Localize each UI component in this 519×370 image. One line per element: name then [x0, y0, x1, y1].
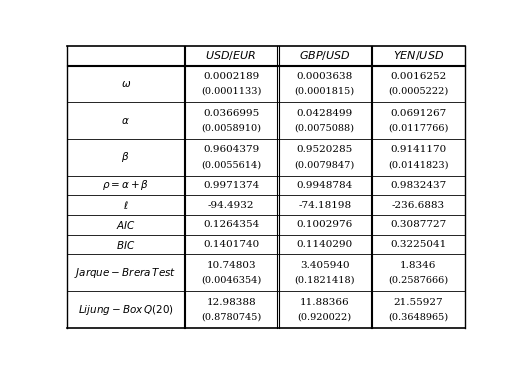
Text: 0.0003638: 0.0003638: [296, 72, 353, 81]
Text: (0.2587666): (0.2587666): [388, 276, 448, 285]
Text: $\beta$: $\beta$: [121, 150, 130, 164]
Text: $\alpha$: $\alpha$: [121, 115, 130, 125]
Text: 0.1002976: 0.1002976: [296, 221, 353, 229]
Text: $\omega$: $\omega$: [120, 79, 131, 89]
Text: $\ell$: $\ell$: [122, 199, 129, 211]
Text: 0.0428499: 0.0428499: [296, 109, 353, 118]
Text: 12.98388: 12.98388: [207, 298, 256, 307]
Text: 0.1140290: 0.1140290: [296, 240, 353, 249]
Text: $Jarque-Brera\,Test$: $Jarque-Brera\,Test$: [75, 266, 177, 280]
Text: 0.0366995: 0.0366995: [203, 109, 260, 118]
Text: 0.9604379: 0.9604379: [203, 145, 260, 154]
Text: (0.0001133): (0.0001133): [201, 87, 262, 96]
Text: 0.1264354: 0.1264354: [203, 221, 260, 229]
Text: (0.0058910): (0.0058910): [201, 124, 261, 132]
Text: (0.1821418): (0.1821418): [294, 276, 355, 285]
Text: $YEN/USD$: $YEN/USD$: [393, 49, 444, 62]
Text: 10.74803: 10.74803: [207, 261, 256, 270]
Text: 0.9948784: 0.9948784: [296, 181, 353, 190]
Text: (0.0001815): (0.0001815): [295, 87, 355, 96]
Text: (0.0005222): (0.0005222): [388, 87, 448, 96]
Text: (0.0117766): (0.0117766): [388, 124, 448, 132]
Text: (0.8780745): (0.8780745): [201, 312, 261, 322]
Text: 3.405940: 3.405940: [300, 261, 349, 270]
Text: (0.0046354): (0.0046354): [201, 276, 261, 285]
Text: 0.0691267: 0.0691267: [390, 109, 446, 118]
Text: 0.9141170: 0.9141170: [390, 145, 446, 154]
Text: 0.0016252: 0.0016252: [390, 72, 446, 81]
Text: (0.3648965): (0.3648965): [388, 312, 448, 322]
Text: 0.3225041: 0.3225041: [390, 240, 446, 249]
Text: (0.920022): (0.920022): [298, 312, 352, 322]
Text: -236.6883: -236.6883: [392, 201, 445, 210]
Text: 0.0002189: 0.0002189: [203, 72, 260, 81]
Text: (0.0141823): (0.0141823): [388, 160, 448, 169]
Text: $AIC$: $AIC$: [116, 219, 135, 231]
Text: 21.55927: 21.55927: [393, 298, 443, 307]
Text: $USD/EUR$: $USD/EUR$: [206, 49, 257, 62]
Text: 11.88366: 11.88366: [300, 298, 349, 307]
Text: 0.9971374: 0.9971374: [203, 181, 260, 190]
Text: 1.8346: 1.8346: [400, 261, 436, 270]
Text: (0.0079847): (0.0079847): [295, 160, 355, 169]
Text: (0.0075088): (0.0075088): [295, 124, 354, 132]
Text: -94.4932: -94.4932: [208, 201, 254, 210]
Text: $GBP/USD$: $GBP/USD$: [299, 49, 351, 62]
Text: 0.1401740: 0.1401740: [203, 240, 260, 249]
Text: 0.3087727: 0.3087727: [390, 221, 446, 229]
Text: -74.18198: -74.18198: [298, 201, 351, 210]
Text: $BIC$: $BIC$: [116, 239, 135, 250]
Text: (0.0055614): (0.0055614): [201, 160, 261, 169]
Text: 0.9832437: 0.9832437: [390, 181, 446, 190]
Text: 0.9520285: 0.9520285: [296, 145, 353, 154]
Text: $Lijung-Box\,Q(20)$: $Lijung-Box\,Q(20)$: [78, 303, 173, 316]
Text: $\rho = \alpha + \beta$: $\rho = \alpha + \beta$: [102, 178, 149, 192]
